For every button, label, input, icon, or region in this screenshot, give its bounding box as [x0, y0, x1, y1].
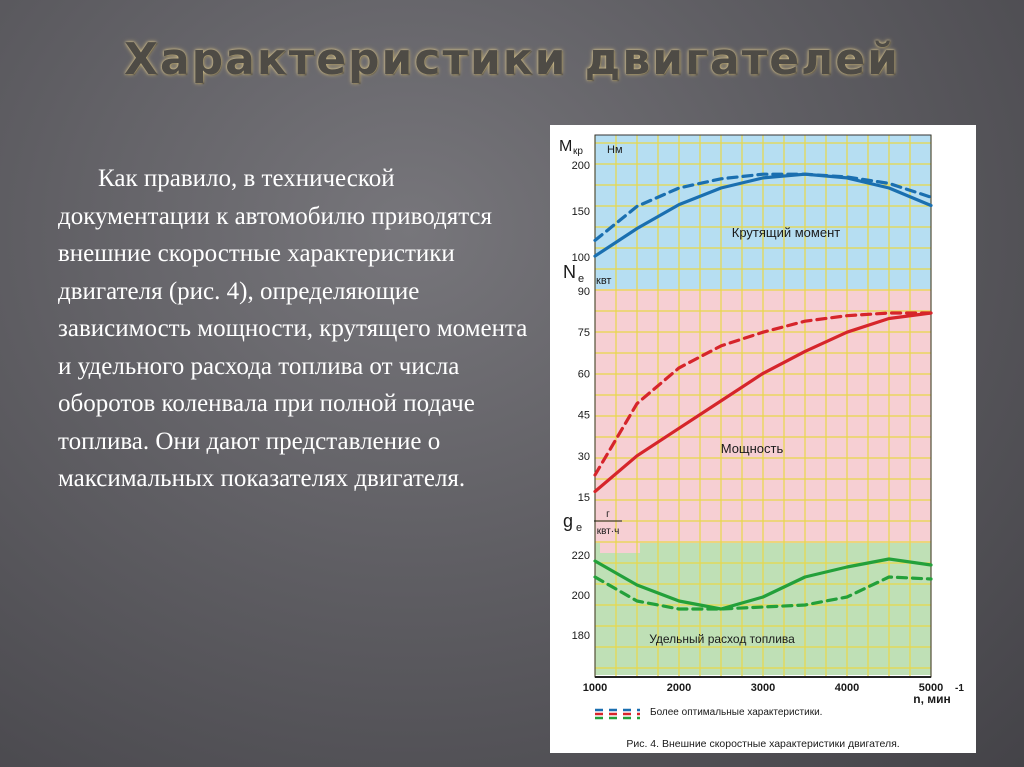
legend-label: Более оптимальные характеристики.: [650, 707, 822, 718]
power-unit: квт: [596, 275, 611, 287]
y-tick-label: 200: [572, 160, 590, 172]
y-tick-label: 60: [578, 368, 590, 380]
y-tick-label: 15: [578, 492, 590, 504]
power-panel-title: Мощность: [721, 441, 784, 456]
series-line-2-solid: [593, 311, 933, 494]
figure-caption: Рис. 4. Внешние скоростные характеристик…: [626, 738, 899, 750]
fuel-unit-numerator: г: [606, 509, 610, 520]
slide-title: Характеристики двигателей: [124, 34, 900, 85]
x-axis-exponent: -1: [955, 683, 964, 694]
x-tick-label: 2000: [667, 682, 691, 694]
y-tick-label: 220: [572, 550, 590, 562]
x-tick-label: 1000: [583, 682, 607, 694]
y-tick-label: 90: [578, 286, 590, 298]
power-band-notch: [600, 543, 640, 553]
power-symbol: N: [563, 262, 576, 282]
y-tick-label: 200: [572, 590, 590, 602]
fuel-symbol: g: [563, 511, 573, 531]
y-tick-label: 45: [578, 410, 590, 422]
body-paragraph: Как правило, в технической документации …: [58, 165, 528, 492]
fuel-unit-denominator: квт·ч: [597, 526, 620, 537]
series-line-3-solid: [593, 557, 933, 611]
series-line-1-dashed: [593, 172, 933, 242]
fuel-subscript: e: [576, 522, 582, 534]
x-tick-label: 4000: [835, 682, 859, 694]
torque-panel-title: Крутящий момент: [732, 225, 840, 240]
y-tick-label: 180: [572, 630, 590, 642]
torque-unit: Нм: [607, 144, 623, 156]
y-tick-label: 100: [572, 252, 590, 264]
x-tick-label: 3000: [751, 682, 775, 694]
fuel-panel-title: Удельный расход топлива: [649, 632, 795, 646]
series-line-3-dashed: [593, 575, 933, 611]
y-tick-label: 75: [578, 327, 590, 339]
series-line-2-dashed: [593, 311, 933, 477]
series-line-1-solid: [593, 172, 933, 258]
y-tick-label: 30: [578, 451, 590, 463]
torque-subscript: кр: [573, 146, 583, 157]
x-axis-label: n, мин: [913, 692, 951, 706]
body-text: Как правило, в технической документации …: [58, 160, 538, 498]
x-tick-label: 5000: [919, 682, 943, 694]
power-subscript: е: [578, 273, 584, 285]
y-tick-label: 150: [572, 206, 590, 218]
torque-symbol: M: [559, 138, 572, 155]
